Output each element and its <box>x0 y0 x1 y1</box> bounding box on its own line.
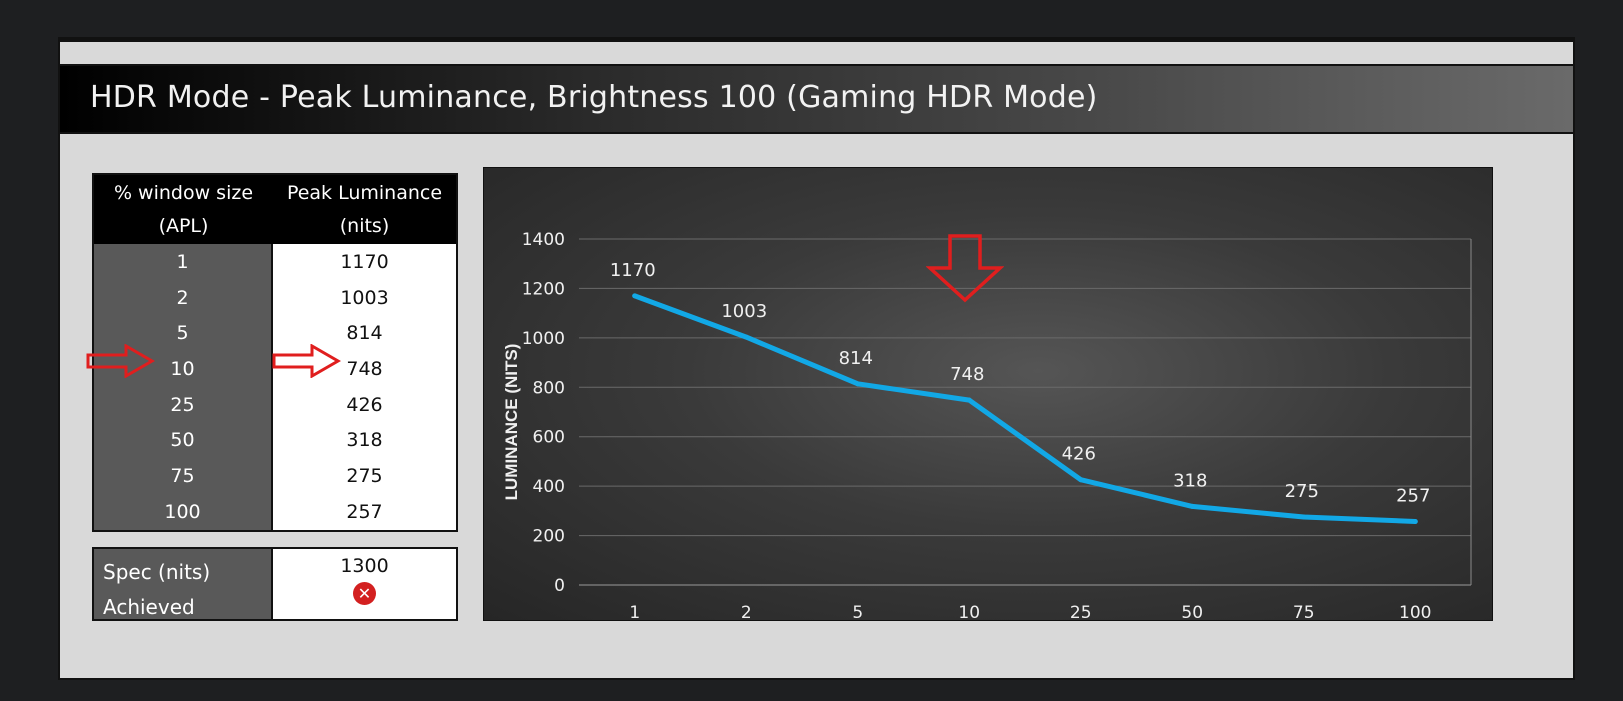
report-panel: HDR Mode - Peak Luminance, Brightness 10… <box>60 39 1573 678</box>
page-title: HDR Mode - Peak Luminance, Brightness 10… <box>90 80 1098 115</box>
data-label: 748 <box>950 364 984 385</box>
row-nits: 748 <box>273 351 456 387</box>
table-row: 100 257 <box>94 493 456 530</box>
panel-top-border <box>60 39 1573 42</box>
row-nits: 426 <box>273 386 456 423</box>
data-label: 814 <box>839 348 873 369</box>
y-tick-label: 0 <box>554 576 565 596</box>
spec-table: Spec (nits) Achieved 1300 ✕ <box>92 547 458 621</box>
data-point <box>632 293 638 299</box>
spec-value: 1300 <box>340 555 389 577</box>
table-row: 2 1003 <box>94 279 456 316</box>
row-apl: 50 <box>94 422 273 459</box>
table-row-10-right-arrow-icon <box>272 344 342 378</box>
header-peak-luminance: Peak Luminance (nits) <box>273 175 456 244</box>
x-tick-label: 1 <box>629 603 640 620</box>
table-row-10-left-arrow-icon <box>86 344 156 378</box>
table-row: 1 1170 <box>94 244 456 280</box>
title-bar: HDR Mode - Peak Luminance, Brightness 10… <box>60 64 1573 134</box>
series-line <box>632 293 1418 524</box>
header-peak-luminance-line2: (nits) <box>339 214 390 237</box>
spec-label: Spec (nits) <box>103 560 211 584</box>
table-header: % window size (APL) Peak Luminance (nits… <box>94 175 456 244</box>
row-apl: 75 <box>94 458 273 494</box>
x-tick-label: 25 <box>1070 603 1092 620</box>
y-tick-label: 400 <box>533 477 565 497</box>
header-window-size-line2: (APL) <box>158 214 209 237</box>
table-row: 25 426 <box>94 386 456 423</box>
header-window-size-line1: % window size <box>113 181 254 204</box>
y-tick-label: 800 <box>533 378 565 398</box>
spec-values: 1300 ✕ <box>273 549 456 619</box>
row-nits: 318 <box>273 422 456 459</box>
row-apl: 5 <box>94 315 273 352</box>
row-apl: 1 <box>94 244 273 280</box>
data-label: 275 <box>1285 481 1319 502</box>
y-tick-label: 200 <box>533 527 565 547</box>
data-point <box>1189 503 1195 509</box>
data-point <box>855 381 861 387</box>
x-tick-label: 75 <box>1293 603 1315 620</box>
row-nits: 275 <box>273 458 456 494</box>
data-point <box>1412 518 1418 524</box>
x-tick-label: 100 <box>1399 603 1431 620</box>
row-apl: 100 <box>94 493 273 530</box>
table-row: 10 748 <box>94 351 456 387</box>
data-label: 257 <box>1396 485 1430 506</box>
chart-highlight-down-arrow-icon <box>926 234 1004 303</box>
luminance-table: % window size (APL) Peak Luminance (nits… <box>92 173 458 532</box>
row-nits: 257 <box>273 493 456 530</box>
achieved-label: Achieved <box>103 595 195 619</box>
header-window-size: % window size (APL) <box>94 175 273 244</box>
row-apl: 25 <box>94 386 273 423</box>
y-axis-label: LUMINANCE (NITS) <box>502 344 521 501</box>
x-tick-label: 2 <box>741 603 752 620</box>
data-label: 426 <box>1062 444 1096 465</box>
row-apl: 10 <box>94 351 273 387</box>
x-tick-label: 10 <box>958 603 980 620</box>
row-nits: 1003 <box>273 279 456 316</box>
luminance-chart: 020040060080010001200140012510255075100W… <box>483 167 1493 621</box>
x-tick-label: 5 <box>852 603 863 620</box>
y-tick-label: 1400 <box>522 230 565 250</box>
data-label: 1170 <box>610 260 656 281</box>
y-tick-label: 1000 <box>522 329 565 349</box>
row-apl: 2 <box>94 279 273 316</box>
data-label: 1003 <box>721 301 767 322</box>
y-tick-label: 600 <box>533 428 565 448</box>
data-label: 318 <box>1173 470 1207 491</box>
header-peak-luminance-line1: Peak Luminance <box>286 181 443 204</box>
table-row: 5 814 <box>94 315 456 352</box>
data-point <box>743 334 749 340</box>
spec-labels: Spec (nits) Achieved <box>94 549 273 619</box>
row-nits: 1170 <box>273 244 456 280</box>
cross-circle-icon: ✕ <box>353 582 376 605</box>
x-tick-label: 50 <box>1181 603 1203 620</box>
row-nits: 814 <box>273 315 456 352</box>
chart-svg: 020040060080010001200140012510255075100W… <box>502 230 1472 620</box>
data-point <box>1078 477 1084 483</box>
y-tick-label: 1200 <box>522 279 565 299</box>
data-point <box>1301 514 1307 520</box>
data-point <box>966 397 972 403</box>
table-row: 75 275 <box>94 458 456 494</box>
table-row: 50 318 <box>94 422 456 459</box>
